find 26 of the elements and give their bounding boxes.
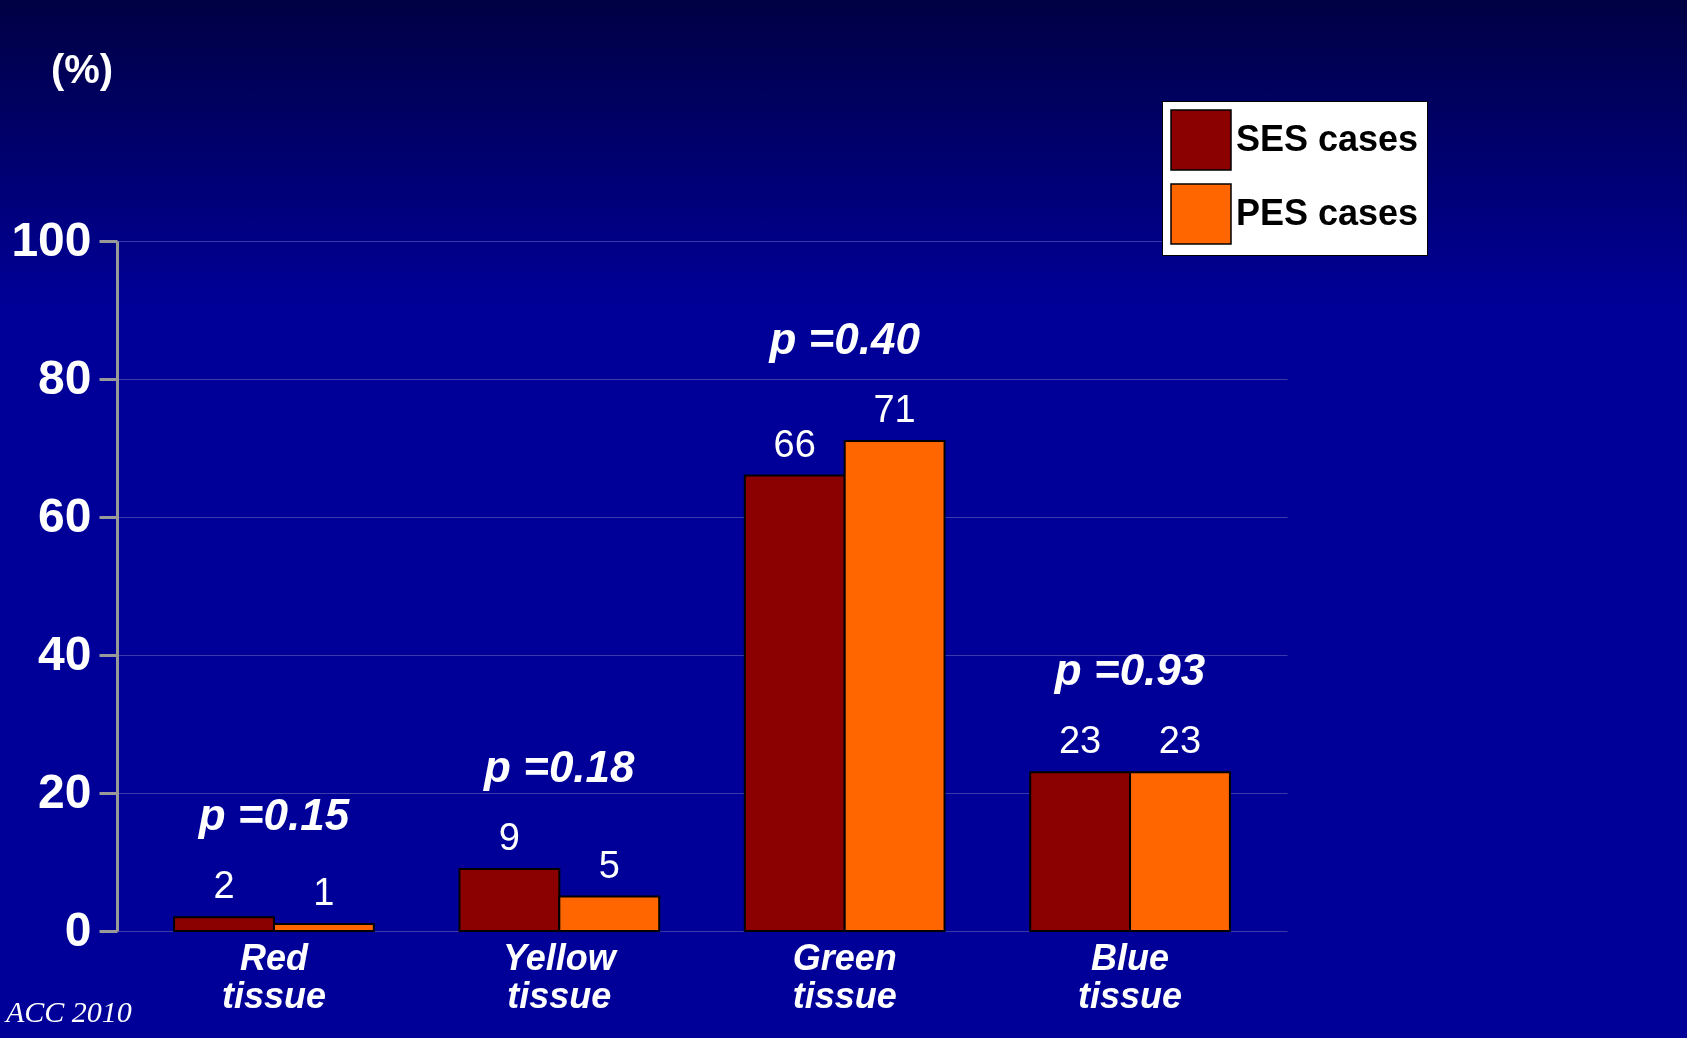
x-tick-label: Yellow tissue	[502, 936, 618, 1016]
y-tick-label: 0	[64, 902, 92, 956]
data-label: 2	[213, 864, 235, 907]
x-tick-label: Green tissue	[792, 936, 897, 1016]
annotation: p =0.93	[1053, 645, 1206, 695]
data-label: 71	[873, 388, 916, 431]
data-label: 9	[498, 815, 520, 858]
annotation: p =0.15	[197, 790, 350, 840]
y-tick-label: 80	[38, 350, 92, 404]
x-tick-label: Blue tissue	[1078, 936, 1183, 1016]
data-label: 23	[1058, 719, 1102, 762]
data-label: 66	[773, 422, 816, 465]
legend-label: SES cases	[1236, 118, 1419, 159]
data-label: 23	[1158, 719, 1202, 762]
y-tick-label: 40	[38, 626, 92, 680]
annotation: p =0.40	[768, 314, 921, 364]
y-tick-label: 100	[11, 212, 92, 266]
data-label: 5	[598, 843, 620, 886]
data-label: 1	[313, 871, 335, 914]
legend-label: PES cases	[1236, 192, 1419, 233]
y-axis-title: (%)	[50, 46, 114, 91]
text: ACC 2010	[6, 995, 132, 1029]
x-tick-label: Red tissue	[221, 936, 326, 1016]
annotation: p =0.18	[483, 741, 636, 791]
y-tick-label: 20	[38, 764, 92, 818]
y-tick-label: 60	[38, 488, 92, 542]
